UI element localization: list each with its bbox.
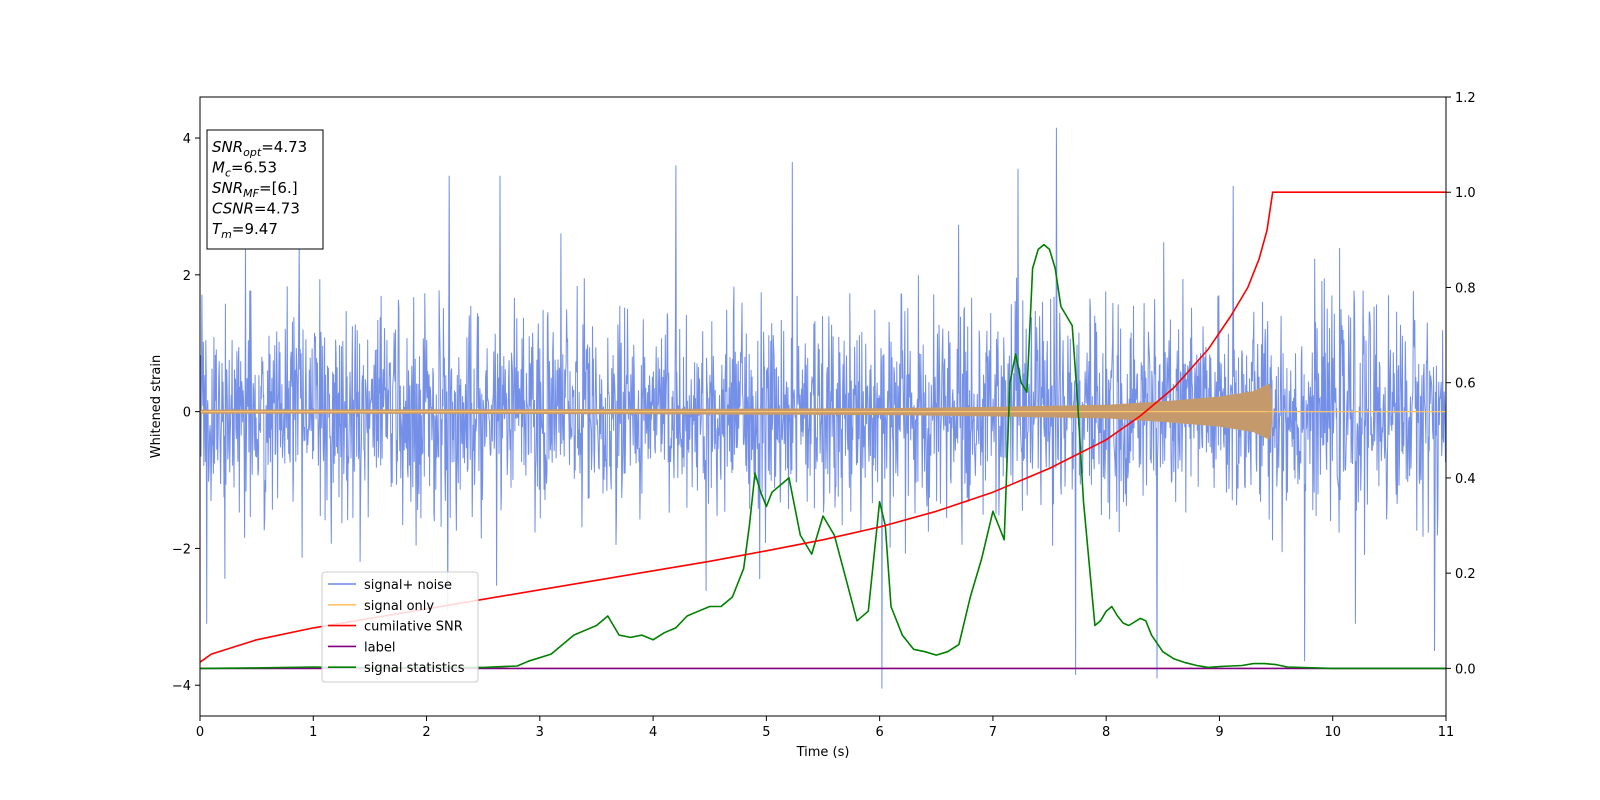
x-tick-label: 2 [422,725,430,740]
y2-tick-label: 0.6 [1455,377,1476,392]
legend-label: signal only [364,599,434,614]
x-tick-label: 11 [1438,725,1455,740]
x-tick-label: 1 [309,725,317,740]
y-tick-label: 2 [183,269,191,284]
x-tick-label: 8 [1102,725,1110,740]
y2-tick-label: 0.4 [1455,472,1476,487]
x-tick-label: 9 [1215,725,1223,740]
x-tick-label: 6 [875,725,883,740]
y-tick-label: 0 [183,406,191,421]
ticks-layer: 0 1 2 3 4 5 6 7 8 9 10 11 −4 −2 0 2 4 0.0 0.2 0.4 0.6 0.8 1.0 1… [172,91,1476,740]
signal-series-layer [200,383,1446,440]
y-axis-label: Whitened strain [149,355,164,458]
x-tick-label: 7 [989,725,997,740]
signal-statistics-line [199,243,1446,670]
annotation-line: CSNR=4.73 [212,200,300,218]
y-tick-label: −2 [172,542,191,557]
x-axis-label: Time (s) [796,745,850,760]
y2-tick-label: 1.0 [1455,186,1476,201]
legend-label: label [364,640,395,655]
legend-label: signal statistics [364,661,465,676]
x-tick-label: 4 [649,725,657,740]
legend-label: cumilative SNR [364,620,463,635]
x-tick-label: 5 [762,725,770,740]
y2-tick-label: 1.2 [1455,91,1476,106]
y2-tick-label: 0.2 [1455,567,1476,582]
legend-label: signal+ noise [364,578,452,593]
x-tick-label: 3 [536,725,544,740]
annotation-frame [206,129,324,250]
annotation-line: SNRMF=[6.] [212,179,298,200]
annotation-line: SNRopt=4.73 [212,138,307,159]
y-tick-label: 4 [183,132,191,147]
annotation-line: Tm=9.47 [212,220,278,241]
y-tick-label: −4 [172,679,191,694]
legend: signal+ noise signal only cumilative SNR la… [321,571,479,683]
y2-tick-label: 0.0 [1455,662,1476,677]
x-tick-label: 10 [1324,725,1341,740]
annotation-line: Mc=6.53 [212,159,277,180]
y2-tick-label: 0.8 [1455,281,1476,296]
plot-frame [199,96,1447,717]
legend-frame [321,571,479,683]
x-tick-label: 0 [196,725,204,740]
